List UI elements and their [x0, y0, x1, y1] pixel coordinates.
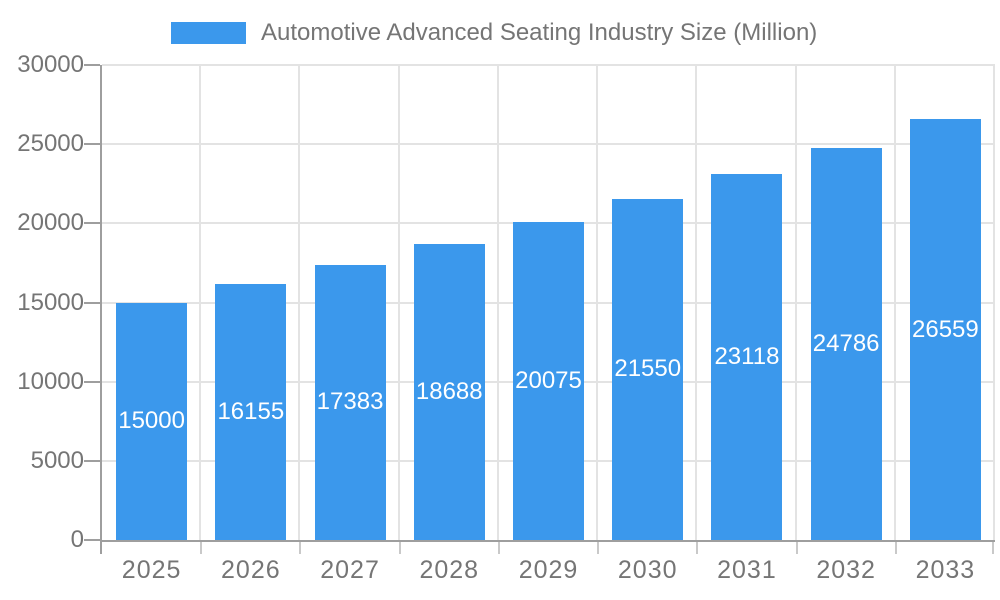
- bar-value-label: 26559: [912, 315, 979, 343]
- x-axis-label: 2031: [717, 556, 777, 584]
- bar: 23118: [711, 173, 783, 540]
- x-axis-label: 2025: [121, 556, 182, 584]
- y-axis-label: 5000: [30, 446, 84, 474]
- y-axis-label: 10000: [17, 367, 84, 395]
- gridline-vertical: [496, 65, 499, 540]
- bar-value-label: 16155: [217, 398, 285, 426]
- y-axis-tick: [84, 539, 100, 541]
- x-axis-tick: [992, 540, 994, 554]
- x-axis-label: 2033: [915, 556, 976, 584]
- x-axis-label: 2026: [221, 556, 281, 584]
- x-axis-label: 2030: [617, 556, 678, 584]
- x-axis-label: 2029: [518, 556, 579, 584]
- y-axis-line: [100, 65, 102, 540]
- bar: 18688: [413, 244, 485, 540]
- x-axis-tick: [894, 540, 897, 554]
- gridline-vertical: [794, 65, 797, 540]
- bar: 24786: [810, 147, 882, 540]
- x-axis-tick: [696, 540, 699, 554]
- x-axis-label: 2027: [320, 556, 380, 584]
- y-axis-tick: [84, 380, 100, 383]
- gridline-vertical: [596, 65, 599, 540]
- bar-value-label: 24786: [812, 329, 880, 357]
- y-axis-tick: [84, 222, 100, 225]
- bar-value-label: 17383: [316, 388, 384, 416]
- bar-value-label: 18688: [415, 378, 483, 406]
- x-axis-tick: [597, 540, 600, 554]
- bar: 15000: [116, 302, 188, 540]
- gridline-vertical: [993, 65, 995, 540]
- x-axis-tick: [299, 540, 302, 554]
- y-axis-tick: [84, 143, 100, 146]
- bar: 20075: [513, 222, 584, 540]
- x-axis-tick: [795, 540, 798, 554]
- bar-value-label: 21550: [614, 355, 682, 383]
- legend-swatch: [171, 22, 246, 44]
- bar: 17383: [314, 264, 386, 540]
- y-axis-label: 20000: [17, 209, 84, 237]
- x-axis-tick: [200, 540, 203, 554]
- bar-value-label: 23118: [714, 342, 780, 370]
- bar: 16155: [215, 284, 287, 540]
- bar-value-label: 15000: [118, 407, 185, 435]
- gridline-vertical: [199, 65, 202, 540]
- gridline-vertical: [298, 65, 301, 540]
- bar: 26559: [909, 119, 981, 540]
- x-axis-line: [100, 540, 995, 542]
- y-axis-label: 30000: [17, 51, 84, 78]
- gridline-horizontal: [102, 143, 995, 146]
- legend-label: Automotive Advanced Seating Industry Siz…: [261, 19, 818, 46]
- gridline-vertical: [893, 65, 896, 540]
- x-axis-tick: [398, 540, 401, 554]
- gridline-vertical: [397, 65, 400, 540]
- x-axis-label: 2028: [419, 556, 480, 584]
- y-axis-label: 25000: [17, 130, 84, 158]
- y-axis-label: 0: [70, 526, 84, 553]
- y-axis-tick: [84, 64, 100, 66]
- x-axis-tick: [100, 540, 102, 554]
- bar: 21550: [612, 198, 684, 540]
- gridline-vertical: [695, 65, 698, 540]
- y-axis-tick: [84, 459, 100, 462]
- plot-area: 0 5000 10000 15000 20000 25000 30000 15000 2025 1…: [17, 51, 995, 584]
- y-axis-label: 15000: [17, 288, 84, 316]
- gridline-horizontal: [102, 64, 995, 66]
- bar-value-label: 20075: [515, 367, 582, 395]
- x-axis-tick: [497, 540, 500, 554]
- legend: Automotive Advanced Seating Industry Siz…: [171, 19, 818, 46]
- x-axis-label: 2032: [816, 556, 876, 584]
- y-axis-tick: [84, 301, 100, 304]
